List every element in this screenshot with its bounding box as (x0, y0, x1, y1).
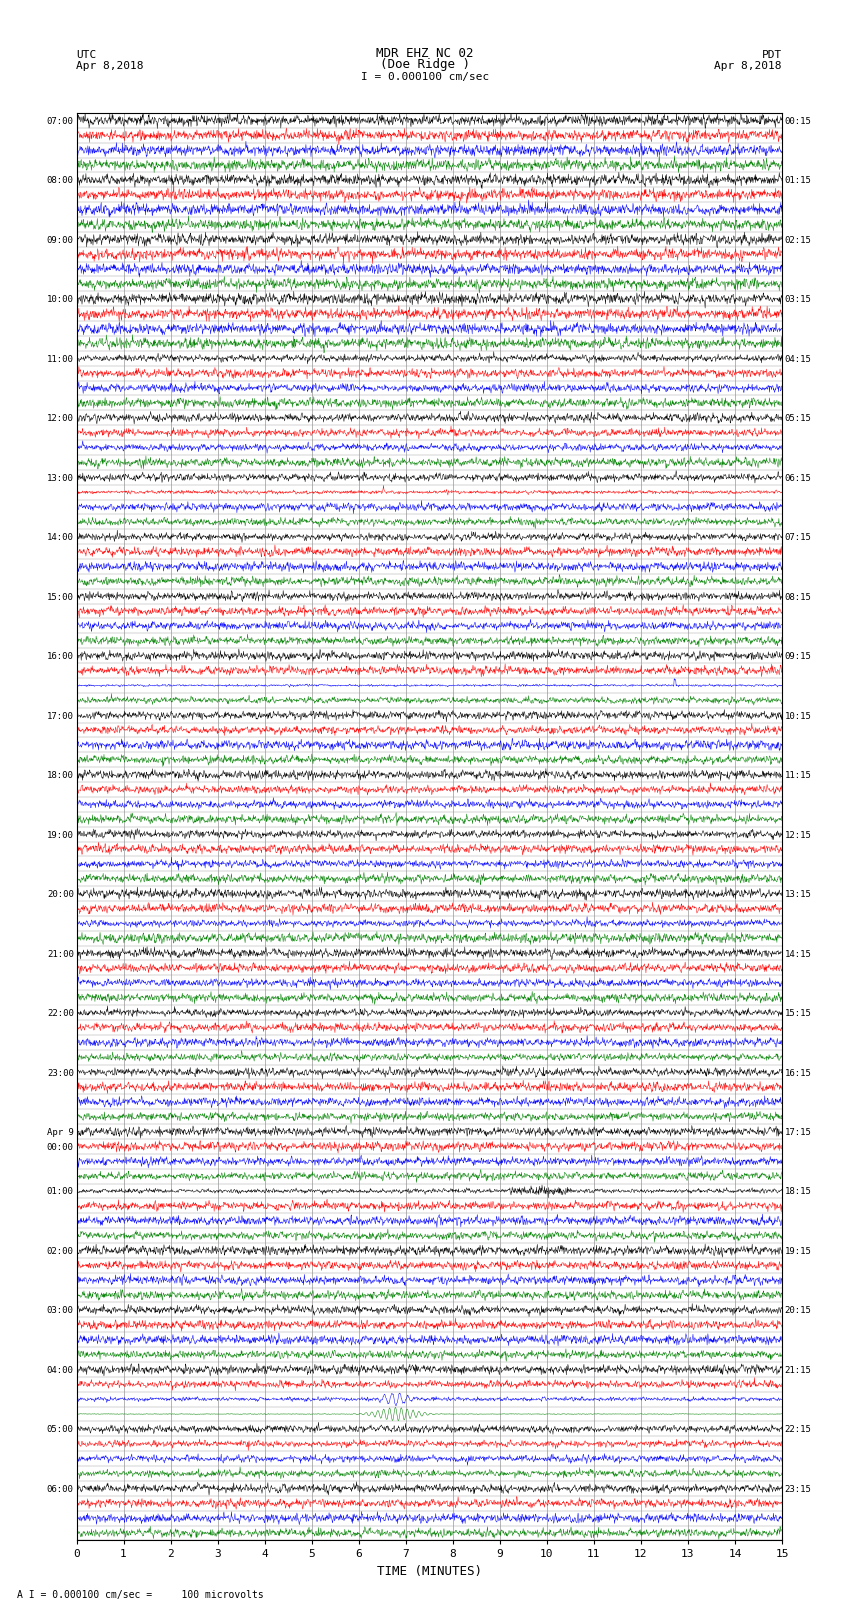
Text: PDT: PDT (762, 50, 782, 60)
Text: (Doe Ridge ): (Doe Ridge ) (380, 58, 470, 71)
Text: A I = 0.000100 cm/sec =     100 microvolts: A I = 0.000100 cm/sec = 100 microvolts (17, 1590, 264, 1600)
Text: Apr 8,2018: Apr 8,2018 (76, 61, 144, 71)
X-axis label: TIME (MINUTES): TIME (MINUTES) (377, 1565, 482, 1578)
Text: MDR EHZ NC 02: MDR EHZ NC 02 (377, 47, 473, 60)
Text: UTC: UTC (76, 50, 97, 60)
Text: Apr 8,2018: Apr 8,2018 (715, 61, 782, 71)
Text: I = 0.000100 cm/sec: I = 0.000100 cm/sec (361, 73, 489, 82)
